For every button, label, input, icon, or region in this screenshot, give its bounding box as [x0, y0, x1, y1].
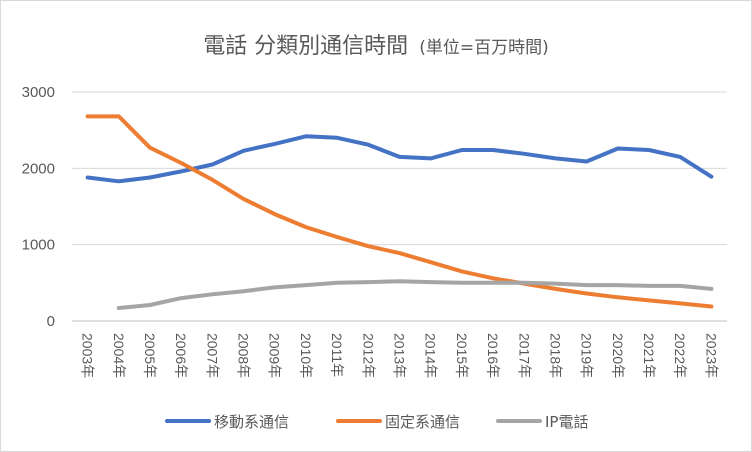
chart-title-main: 電話 分類別通信時間 — [203, 34, 408, 59]
x-tick-label: 2009年 — [267, 333, 283, 378]
x-tick-label: 2016年 — [485, 333, 501, 378]
legend-label: 固定系通信 — [385, 413, 460, 431]
x-tick-label: 2010年 — [298, 333, 314, 378]
y-tick-label: 0 — [47, 313, 55, 330]
x-tick-label: 2005年 — [142, 333, 158, 378]
x-tick-label: 2012年 — [360, 333, 376, 378]
x-tick-label: 2013年 — [392, 333, 408, 378]
legend-label: IP電話 — [545, 413, 588, 431]
x-tick-label: 2007年 — [204, 333, 220, 378]
x-tick-label: 2020年 — [610, 333, 626, 378]
x-tick-label: 2014年 — [423, 333, 439, 378]
series-lines — [85, 114, 714, 310]
series-line-1 — [85, 114, 714, 309]
y-tick-label: 1000 — [22, 237, 55, 254]
x-tick-label: 2017年 — [516, 333, 532, 378]
y-axis: 0 1000 2000 3000 — [22, 84, 55, 330]
x-tick-label: 2015年 — [454, 333, 470, 378]
x-tick-label: 2021年 — [641, 333, 657, 378]
chart-title: 電話 分類別通信時間 (単位=百万時間) — [203, 34, 549, 59]
series-line-0 — [85, 134, 714, 184]
x-tick-label: 2023年 — [703, 333, 719, 378]
legend-label: 移動系通信 — [214, 413, 289, 431]
x-axis: 2003年 2004年 2005年 2006年 2007年 2008年 2009年 2010年… — [80, 333, 720, 378]
y-tick-label: 2000 — [22, 160, 55, 177]
x-tick-label: 2006年 — [173, 333, 189, 378]
x-tick-label: 2018年 — [547, 333, 563, 378]
x-tick-label: 2004年 — [111, 333, 127, 378]
y-tick-label: 3000 — [22, 84, 55, 101]
chart-title-units: (単位=百万時間) — [419, 38, 549, 58]
gridlines — [72, 91, 727, 322]
x-tick-label: 2011年 — [329, 333, 345, 377]
x-tick-label: 2019年 — [579, 333, 595, 378]
x-tick-label: 2022年 — [672, 333, 688, 378]
legend: 移動系通信 固定系通信 IP電話 — [165, 413, 588, 431]
x-tick-label: 2008年 — [236, 333, 252, 378]
x-tick-label: 2003年 — [80, 333, 96, 378]
series-line-2 — [116, 279, 714, 310]
